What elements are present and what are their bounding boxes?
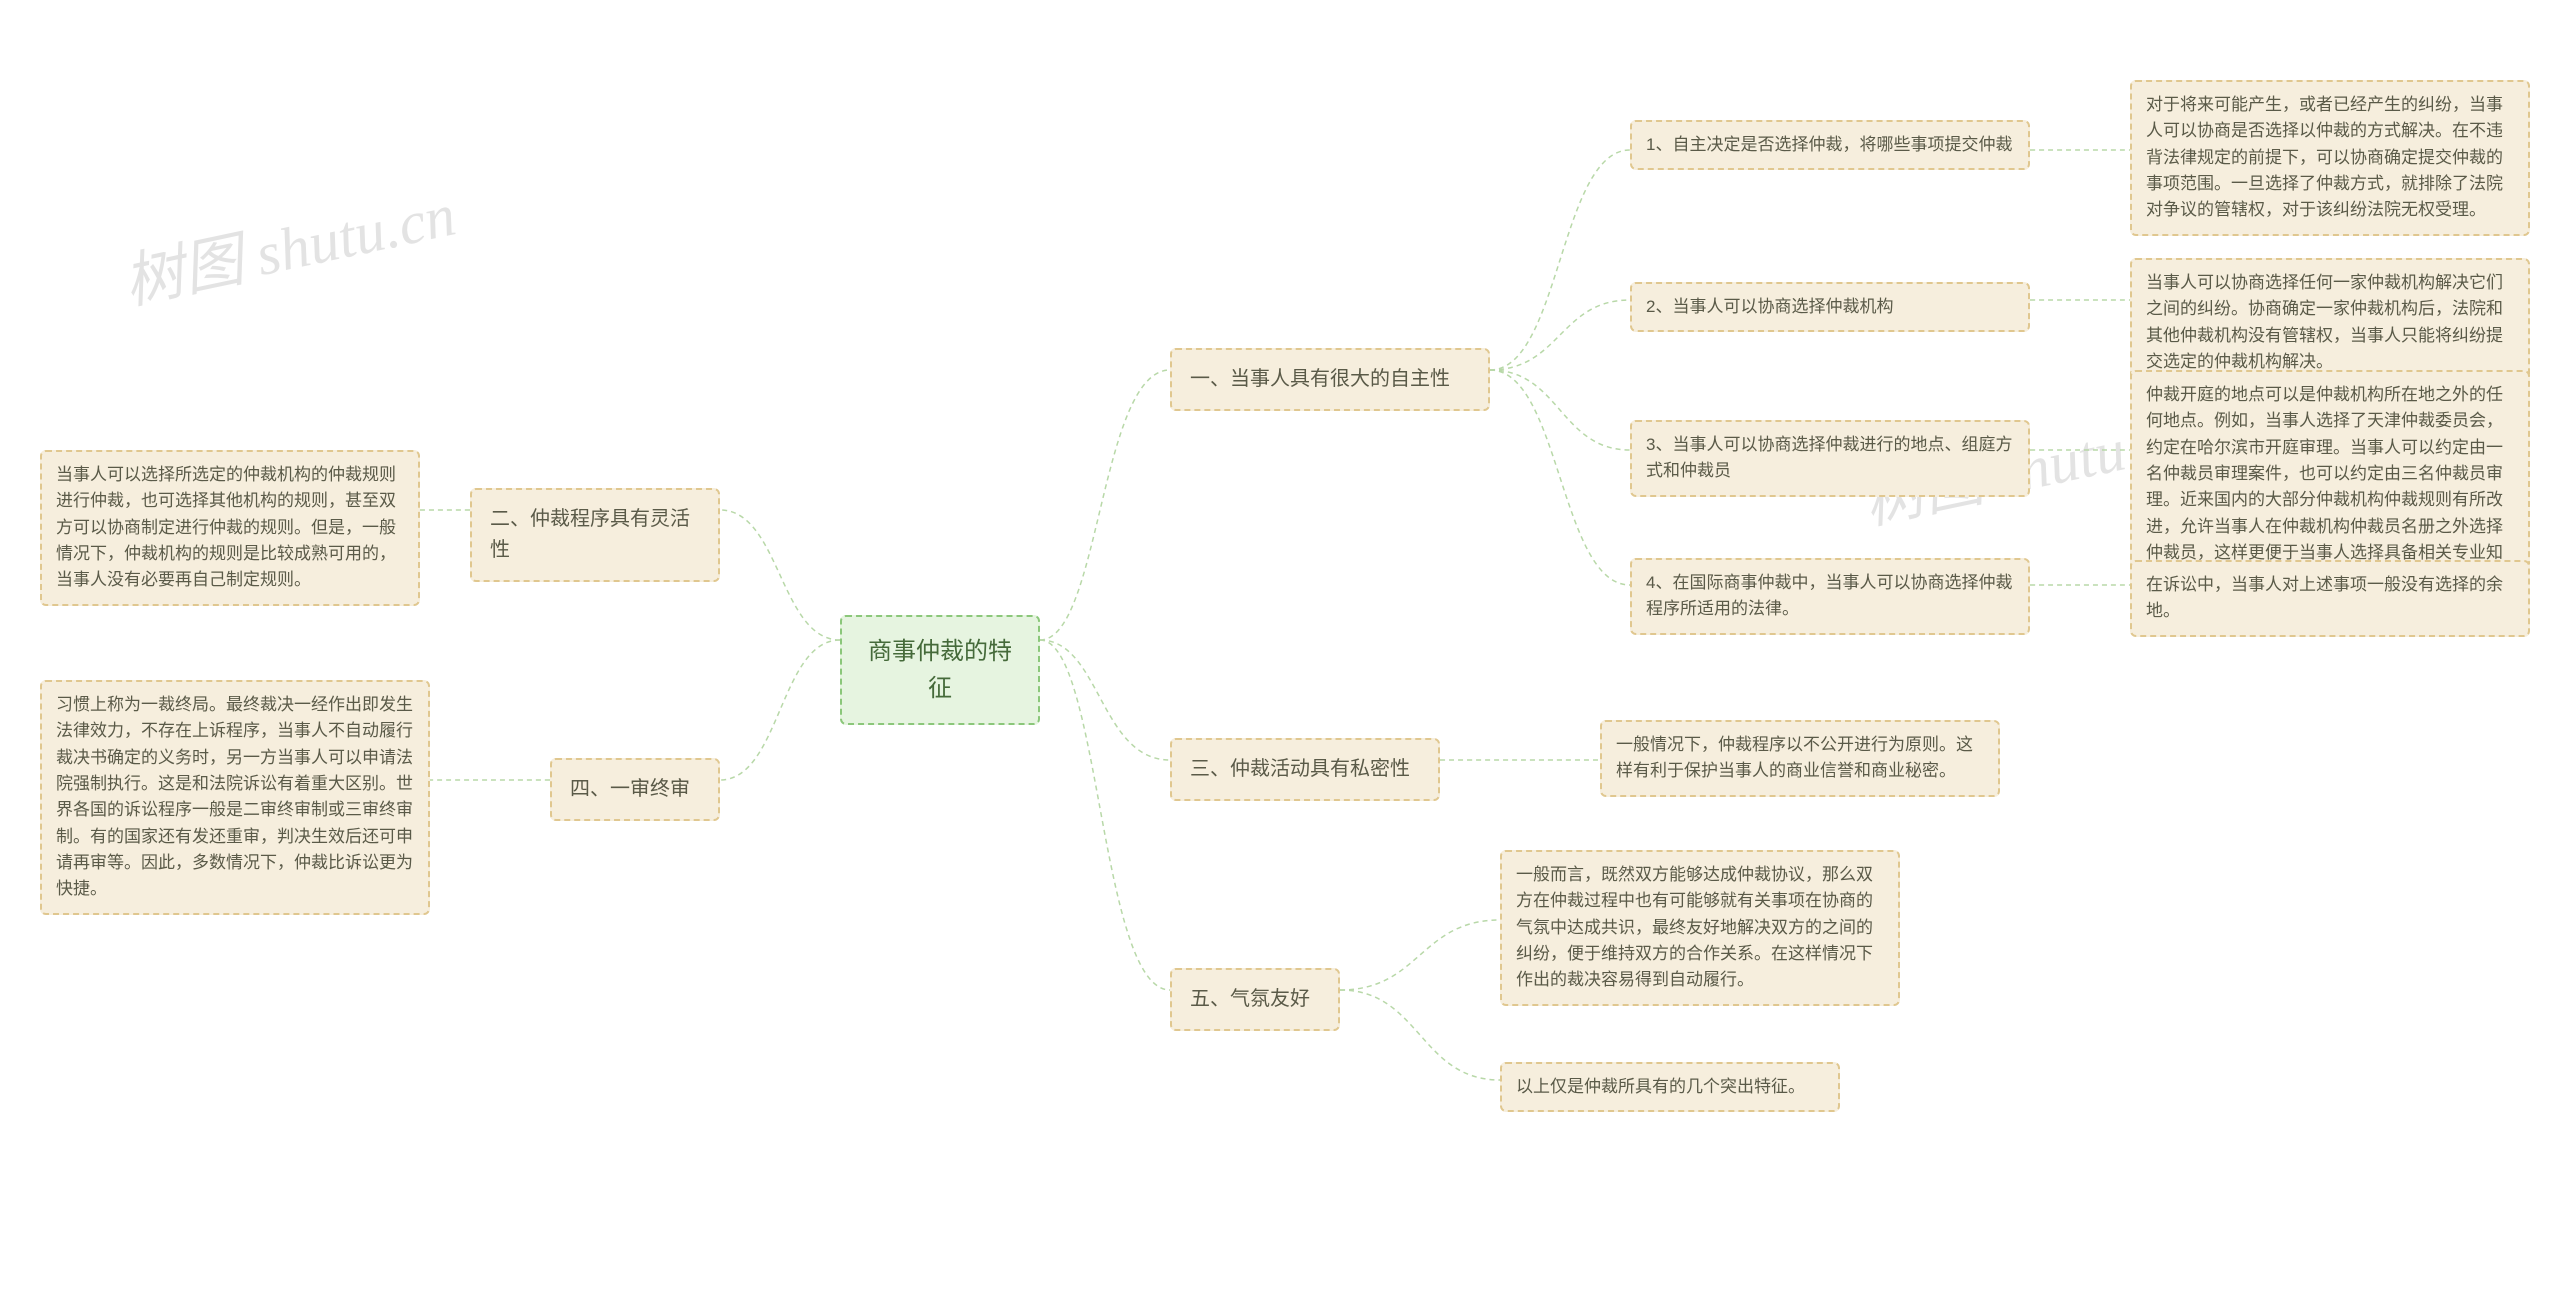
watermark: 树图 shutu.cn	[115, 166, 462, 321]
branch-autonomy: 一、当事人具有很大的自主性	[1170, 348, 1490, 411]
sub-autonomy-3: 3、当事人可以协商选择仲裁进行的地点、组庭方式和仲裁员	[1630, 420, 2030, 497]
branch-final: 四、一审终审	[550, 758, 720, 821]
detail-friendly: 一般而言，既然双方能够达成仲裁协议，那么双方在仲裁过程中也有可能够就有关事项在协…	[1500, 850, 1900, 1006]
detail-autonomy-4: 在诉讼中，当事人对上述事项一般没有选择的余地。	[2130, 560, 2530, 637]
branch-privacy: 三、仲裁活动具有私密性	[1170, 738, 1440, 801]
detail-autonomy-1: 对于将来可能产生，或者已经产生的纠纷，当事人可以协商是否选择以仲裁的方式解决。在…	[2130, 80, 2530, 236]
branch-flexibility: 二、仲裁程序具有灵活性	[470, 488, 720, 582]
sub-autonomy-4: 4、在国际商事仲裁中，当事人可以协商选择仲裁程序所适用的法律。	[1630, 558, 2030, 635]
sub-autonomy-1: 1、自主决定是否选择仲裁，将哪些事项提交仲裁	[1630, 120, 2030, 170]
detail-autonomy-2: 当事人可以协商选择任何一家仲裁机构解决它们之间的纠纷。协商确定一家仲裁机构后，法…	[2130, 258, 2530, 387]
detail-final: 习惯上称为一裁终局。最终裁决一经作出即发生法律效力，不存在上诉程序，当事人不自动…	[40, 680, 430, 915]
note-friendly: 以上仅是仲裁所具有的几个突出特征。	[1500, 1062, 1840, 1112]
root-node: 商事仲裁的特征	[840, 615, 1040, 725]
detail-privacy: 一般情况下，仲裁程序以不公开进行为原则。这样有利于保护当事人的商业信誉和商业秘密…	[1600, 720, 2000, 797]
branch-friendly: 五、气氛友好	[1170, 968, 1340, 1031]
detail-flexibility: 当事人可以选择所选定的仲裁机构的仲裁规则进行仲裁，也可选择其他机构的规则，甚至双…	[40, 450, 420, 606]
sub-autonomy-2: 2、当事人可以协商选择仲裁机构	[1630, 282, 2030, 332]
